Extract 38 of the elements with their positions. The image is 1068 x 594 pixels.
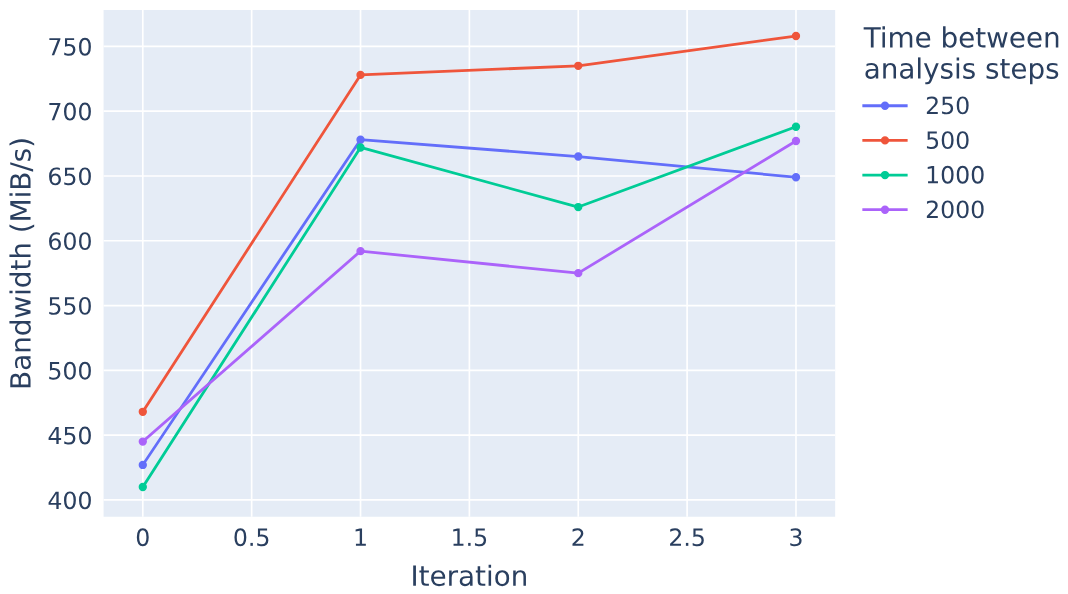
point	[574, 202, 583, 212]
point	[356, 246, 365, 256]
point	[791, 31, 801, 41]
legend-label: 250	[926, 96, 969, 115]
legend-label: 1000	[927, 165, 984, 184]
point	[138, 482, 147, 492]
legend-title: Time between analysis steps	[863, 26, 1059, 85]
y-tick-label: 700	[49, 102, 91, 121]
point	[356, 135, 365, 144]
point	[574, 152, 583, 161]
x-axis-title: Iteration	[413, 564, 526, 587]
x-tick-label: 0.5	[234, 528, 269, 547]
y-tick-label: 550	[49, 297, 91, 315]
legend-label: 500	[926, 131, 969, 150]
point	[356, 70, 365, 80]
point	[574, 268, 583, 278]
x-tick-label: 1.5	[453, 528, 487, 547]
x-tick-label: 1	[355, 528, 366, 546]
x-tick-label: 0	[136, 528, 149, 547]
point	[574, 61, 583, 70]
y-tick-label: 400	[48, 491, 91, 510]
point	[791, 173, 801, 182]
y-tick-label: 750	[49, 37, 91, 56]
x-tick-label: 2	[572, 528, 584, 546]
x-tick-label: 2.5	[670, 528, 704, 547]
point	[138, 437, 147, 446]
point	[138, 460, 147, 470]
x-tick-label: 3	[790, 528, 802, 547]
point	[138, 407, 147, 416]
point	[791, 122, 801, 131]
y-tick-label: 500	[49, 361, 91, 380]
point	[356, 143, 365, 152]
legend-label: 2000	[926, 200, 984, 219]
point	[791, 136, 801, 146]
y-tick-label: 650	[49, 167, 91, 186]
y-tick-label: 450	[48, 426, 91, 445]
y-axis-title: Bandwidth (MiB/s)	[9, 139, 35, 388]
y-tick-label: 600	[49, 232, 91, 251]
